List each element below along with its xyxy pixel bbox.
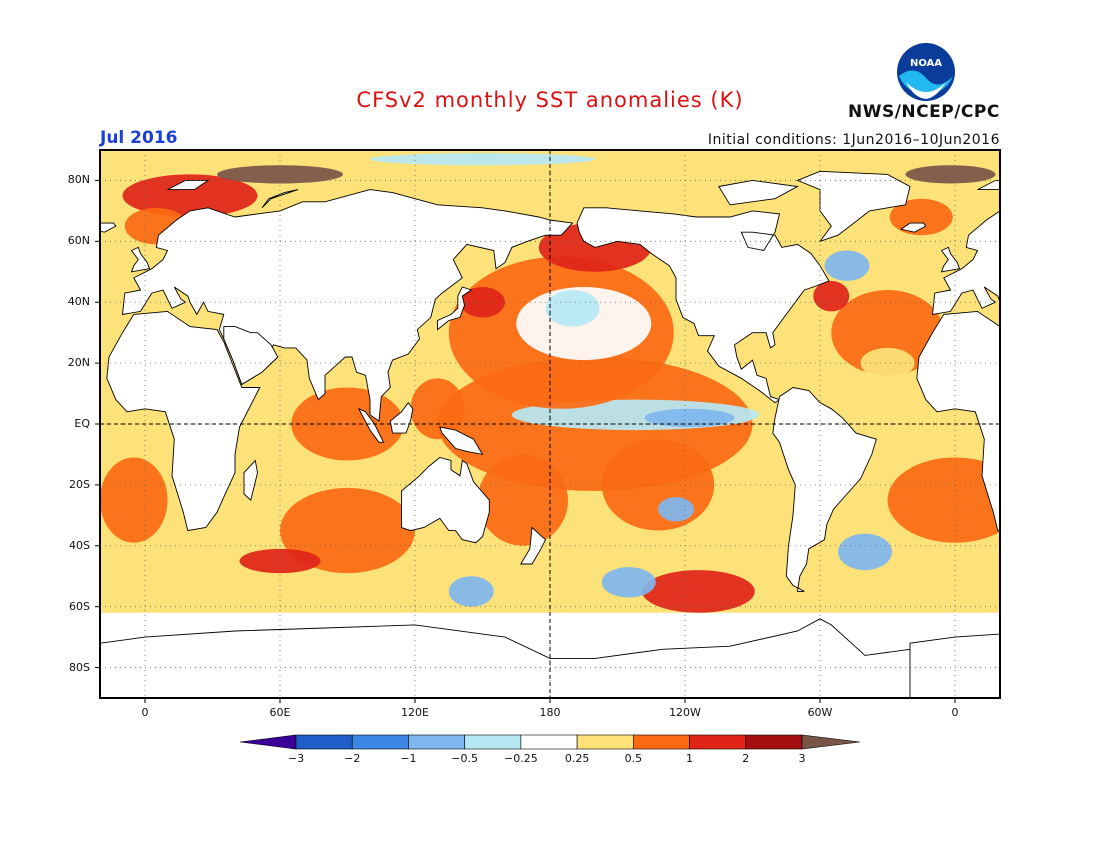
anomaly-patch (644, 408, 735, 428)
colorbar-bin (464, 734, 522, 750)
anomaly-patch (887, 457, 1000, 543)
anomaly-patch (370, 153, 595, 166)
land-mass (718, 179, 799, 206)
anomaly-patch (813, 280, 850, 312)
lat-tick-label: 40N (67, 295, 90, 309)
colorbar-label: 3 (798, 752, 806, 765)
colorbar-label: 2 (742, 752, 750, 765)
land-mass (106, 310, 261, 532)
lat-tick-label: 60N (67, 234, 90, 248)
colorbar-label: 0.25 (564, 752, 590, 765)
anomaly-patch (905, 165, 996, 184)
land-mass (167, 179, 210, 191)
lat-tick-label: 20S (69, 477, 90, 491)
land-mass-wrap (899, 222, 927, 233)
colorbar-bin (689, 734, 747, 750)
noaa-logo-icon: NOAA (896, 42, 956, 102)
colorbar-label: 0.5 (624, 752, 643, 765)
land-mass-wrap (1034, 327, 1088, 385)
land-mass (772, 387, 877, 592)
lat-tick-label: EQ (74, 417, 90, 430)
land-mass-wrap (1054, 461, 1068, 501)
lon-tick-label: 120E (401, 706, 429, 719)
anomaly-patch (838, 533, 892, 571)
land-mass (261, 189, 299, 209)
lon-tick-label: 60E (269, 706, 291, 719)
forecast-month: Jul 2016 (100, 128, 178, 148)
land-mass (437, 286, 473, 331)
anomaly-patch (545, 290, 600, 327)
land-mass (389, 401, 414, 434)
lon-tick-label: 0 (951, 706, 959, 719)
anomaly-patch (824, 250, 870, 281)
lat-tick-label: 60S (69, 599, 90, 613)
lat-tick-label: 20N (67, 356, 90, 370)
anomaly-patch (601, 439, 715, 531)
lon-tick-label: 180 (539, 706, 561, 719)
colorbar-bin (576, 734, 634, 750)
lon-tick-label: 0 (141, 706, 149, 719)
anomaly-patch (280, 487, 415, 574)
land-mass (520, 526, 547, 565)
colorbar-label: −1 (400, 752, 417, 765)
land-mass-wrap (931, 210, 1000, 315)
lon-tick-label: 120W (669, 706, 701, 719)
land-mass (243, 459, 258, 501)
anomaly-patch (122, 174, 258, 217)
colorbar-bin (351, 734, 409, 750)
lat-tick-label: 80S (69, 660, 90, 674)
anomaly-patch (100, 457, 168, 543)
anomaly-patch (658, 497, 694, 522)
chart-title: CFSv2 monthly SST anomalies (K) (356, 88, 744, 112)
anomaly-patch (460, 287, 505, 318)
initial-conditions: Initial conditions: 1Jun2016–10Jun2016 (707, 132, 1000, 148)
anomaly-patch (478, 454, 568, 546)
colorbar-bin (295, 734, 353, 750)
colorbar-arrow-low (239, 734, 297, 750)
colorbar-bin (520, 734, 578, 750)
land-mass-wrap (909, 633, 1000, 698)
colorbar-label: −3 (287, 752, 305, 765)
land-mass (357, 407, 385, 443)
anomaly-patch (860, 347, 915, 379)
land-mass (439, 426, 484, 456)
colorbar-label: −2 (344, 752, 361, 765)
land-mass (100, 222, 117, 233)
anomaly-patch (601, 567, 656, 598)
colorbar-label: −0.25 (504, 752, 538, 765)
colorbar-label: 1 (686, 752, 694, 765)
land-mass (401, 457, 490, 544)
colorbar-bin (633, 734, 690, 750)
colorbar-bin (408, 734, 465, 750)
colorbar-label: −0.5 (451, 752, 479, 765)
lat-tick-label: 40S (69, 538, 90, 552)
noaa-logo-text: NOAA (910, 58, 942, 69)
anomaly-patch (831, 290, 944, 376)
land-mass (223, 326, 279, 386)
agency-label: NWS/NCEP/CPC (848, 102, 1000, 122)
anomaly-patch (217, 165, 343, 184)
land-mass-wrap (1072, 190, 1100, 208)
anomaly-patch (642, 570, 755, 613)
anomaly-patch (448, 576, 494, 607)
land-mass-wrap (977, 179, 1000, 191)
colorbar-arrow-high (801, 734, 861, 750)
colorbar-bin (745, 734, 803, 750)
lat-tick-label: 80N (67, 173, 90, 187)
lon-tick-label: 60W (807, 706, 833, 719)
land-mass (576, 207, 830, 404)
land-mass-wrap (916, 310, 1000, 532)
